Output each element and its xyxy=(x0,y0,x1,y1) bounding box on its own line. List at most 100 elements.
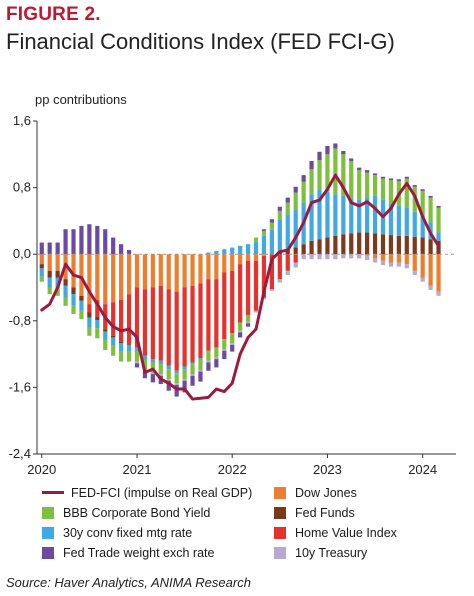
bar-segment xyxy=(214,347,219,358)
bar-segment xyxy=(39,268,44,277)
bar-segment xyxy=(111,337,116,346)
bar-segment xyxy=(436,254,441,292)
bar-segment xyxy=(166,365,171,370)
y-unit-label: pp contributions xyxy=(35,92,127,107)
bar-segment xyxy=(126,351,132,362)
bar-segment xyxy=(158,254,163,286)
bar-segment xyxy=(47,254,52,271)
chart-title: Financial Conditions Index (FED FCI-G) xyxy=(6,29,395,54)
bar-segment xyxy=(158,360,163,365)
bar-segment xyxy=(333,194,338,236)
bar-segment xyxy=(357,232,362,255)
bar-segment xyxy=(190,364,195,375)
figure-label: FIGURE 2. xyxy=(6,4,101,25)
bar-segment xyxy=(341,254,346,259)
bar-segment xyxy=(71,294,76,306)
bar-segment xyxy=(230,343,235,345)
bar-segment xyxy=(142,254,148,290)
bar-segment xyxy=(206,254,211,280)
bar-segment xyxy=(341,150,346,155)
bar-segment xyxy=(95,328,100,339)
bar-segment xyxy=(190,374,195,376)
bar-segment xyxy=(39,276,44,282)
bar-segment xyxy=(166,254,171,290)
bar-segment xyxy=(174,384,179,397)
bar-segment xyxy=(349,160,354,199)
bar-segment xyxy=(396,235,401,255)
bar-segment xyxy=(63,285,68,298)
bar-segment xyxy=(47,242,52,255)
bar-segment xyxy=(55,270,60,278)
bar-segment xyxy=(142,371,148,379)
bar-segment xyxy=(404,264,409,269)
y-tick-label: -1,6 xyxy=(9,379,31,394)
bar-segment xyxy=(198,359,203,370)
bar-segment xyxy=(198,254,203,284)
bar-segment xyxy=(293,186,298,193)
bar-segment xyxy=(325,237,330,255)
bar-segment xyxy=(317,151,322,161)
bar-segment xyxy=(95,319,100,329)
bar-segment xyxy=(39,242,44,255)
bar-segment xyxy=(63,279,68,286)
bar-segment xyxy=(404,254,409,265)
bar-segment xyxy=(285,197,290,203)
bar-segment xyxy=(39,254,44,265)
bar-segment xyxy=(206,279,211,351)
bar-segment xyxy=(174,370,179,374)
bar-segment xyxy=(182,254,187,288)
bar-segment xyxy=(420,237,425,255)
bar-segment xyxy=(134,254,140,288)
bar-segment xyxy=(428,239,433,255)
bar-segment xyxy=(119,244,124,255)
bar-segment xyxy=(166,380,171,391)
bar-segment xyxy=(269,289,274,291)
bar-segment xyxy=(142,355,148,360)
legend-swatch xyxy=(42,491,64,494)
source-note: Source: Haver Analytics, ANIMA Research xyxy=(6,575,251,590)
bar-segment xyxy=(420,254,425,278)
bar-segment xyxy=(333,235,338,255)
bar-segment xyxy=(150,254,155,288)
bar-segment xyxy=(55,242,60,255)
legend-swatch xyxy=(42,547,54,559)
bar-segment xyxy=(206,362,211,371)
bar-segment xyxy=(277,254,282,280)
bar-segment xyxy=(158,285,163,361)
bar-segment xyxy=(261,230,267,236)
legend-label: Fed Funds xyxy=(295,506,355,520)
bar-segment xyxy=(87,304,92,313)
bar-segment xyxy=(119,254,124,300)
x-tick-label: 2020 xyxy=(27,462,56,477)
x-tick-label: 2022 xyxy=(218,462,247,477)
bar-segment xyxy=(436,291,441,296)
bar-segment xyxy=(158,374,163,376)
bar-segment xyxy=(150,374,155,383)
bar-segment xyxy=(222,254,227,273)
bar-segment xyxy=(349,158,354,161)
legend-swatch xyxy=(274,507,286,519)
bar-segment xyxy=(404,207,409,236)
bar-segment xyxy=(349,198,354,234)
bar-segment xyxy=(253,237,259,242)
bar-segment xyxy=(309,194,314,241)
bar-segment xyxy=(230,247,235,255)
bar-segment xyxy=(261,235,267,255)
bar-segment xyxy=(39,264,44,269)
bar-segment xyxy=(365,232,370,255)
bar-segment xyxy=(206,252,211,255)
legend-item: FED-FCI (impulse on Real GDP) xyxy=(42,486,252,500)
bar-segment xyxy=(238,245,243,255)
bar-segment xyxy=(285,270,290,276)
legend-label: FED-FCI (impulse on Real GDP) xyxy=(71,486,253,500)
bar-segment xyxy=(253,260,259,311)
bar-segment xyxy=(150,359,155,363)
bar-segment xyxy=(436,232,441,241)
bar-segment xyxy=(396,205,401,236)
bar-segment xyxy=(333,148,338,195)
bar-segment xyxy=(261,229,267,231)
bar-segment xyxy=(301,244,306,255)
bar-segment xyxy=(134,287,140,348)
bar-segment xyxy=(325,254,330,260)
bar-segment xyxy=(214,357,219,360)
